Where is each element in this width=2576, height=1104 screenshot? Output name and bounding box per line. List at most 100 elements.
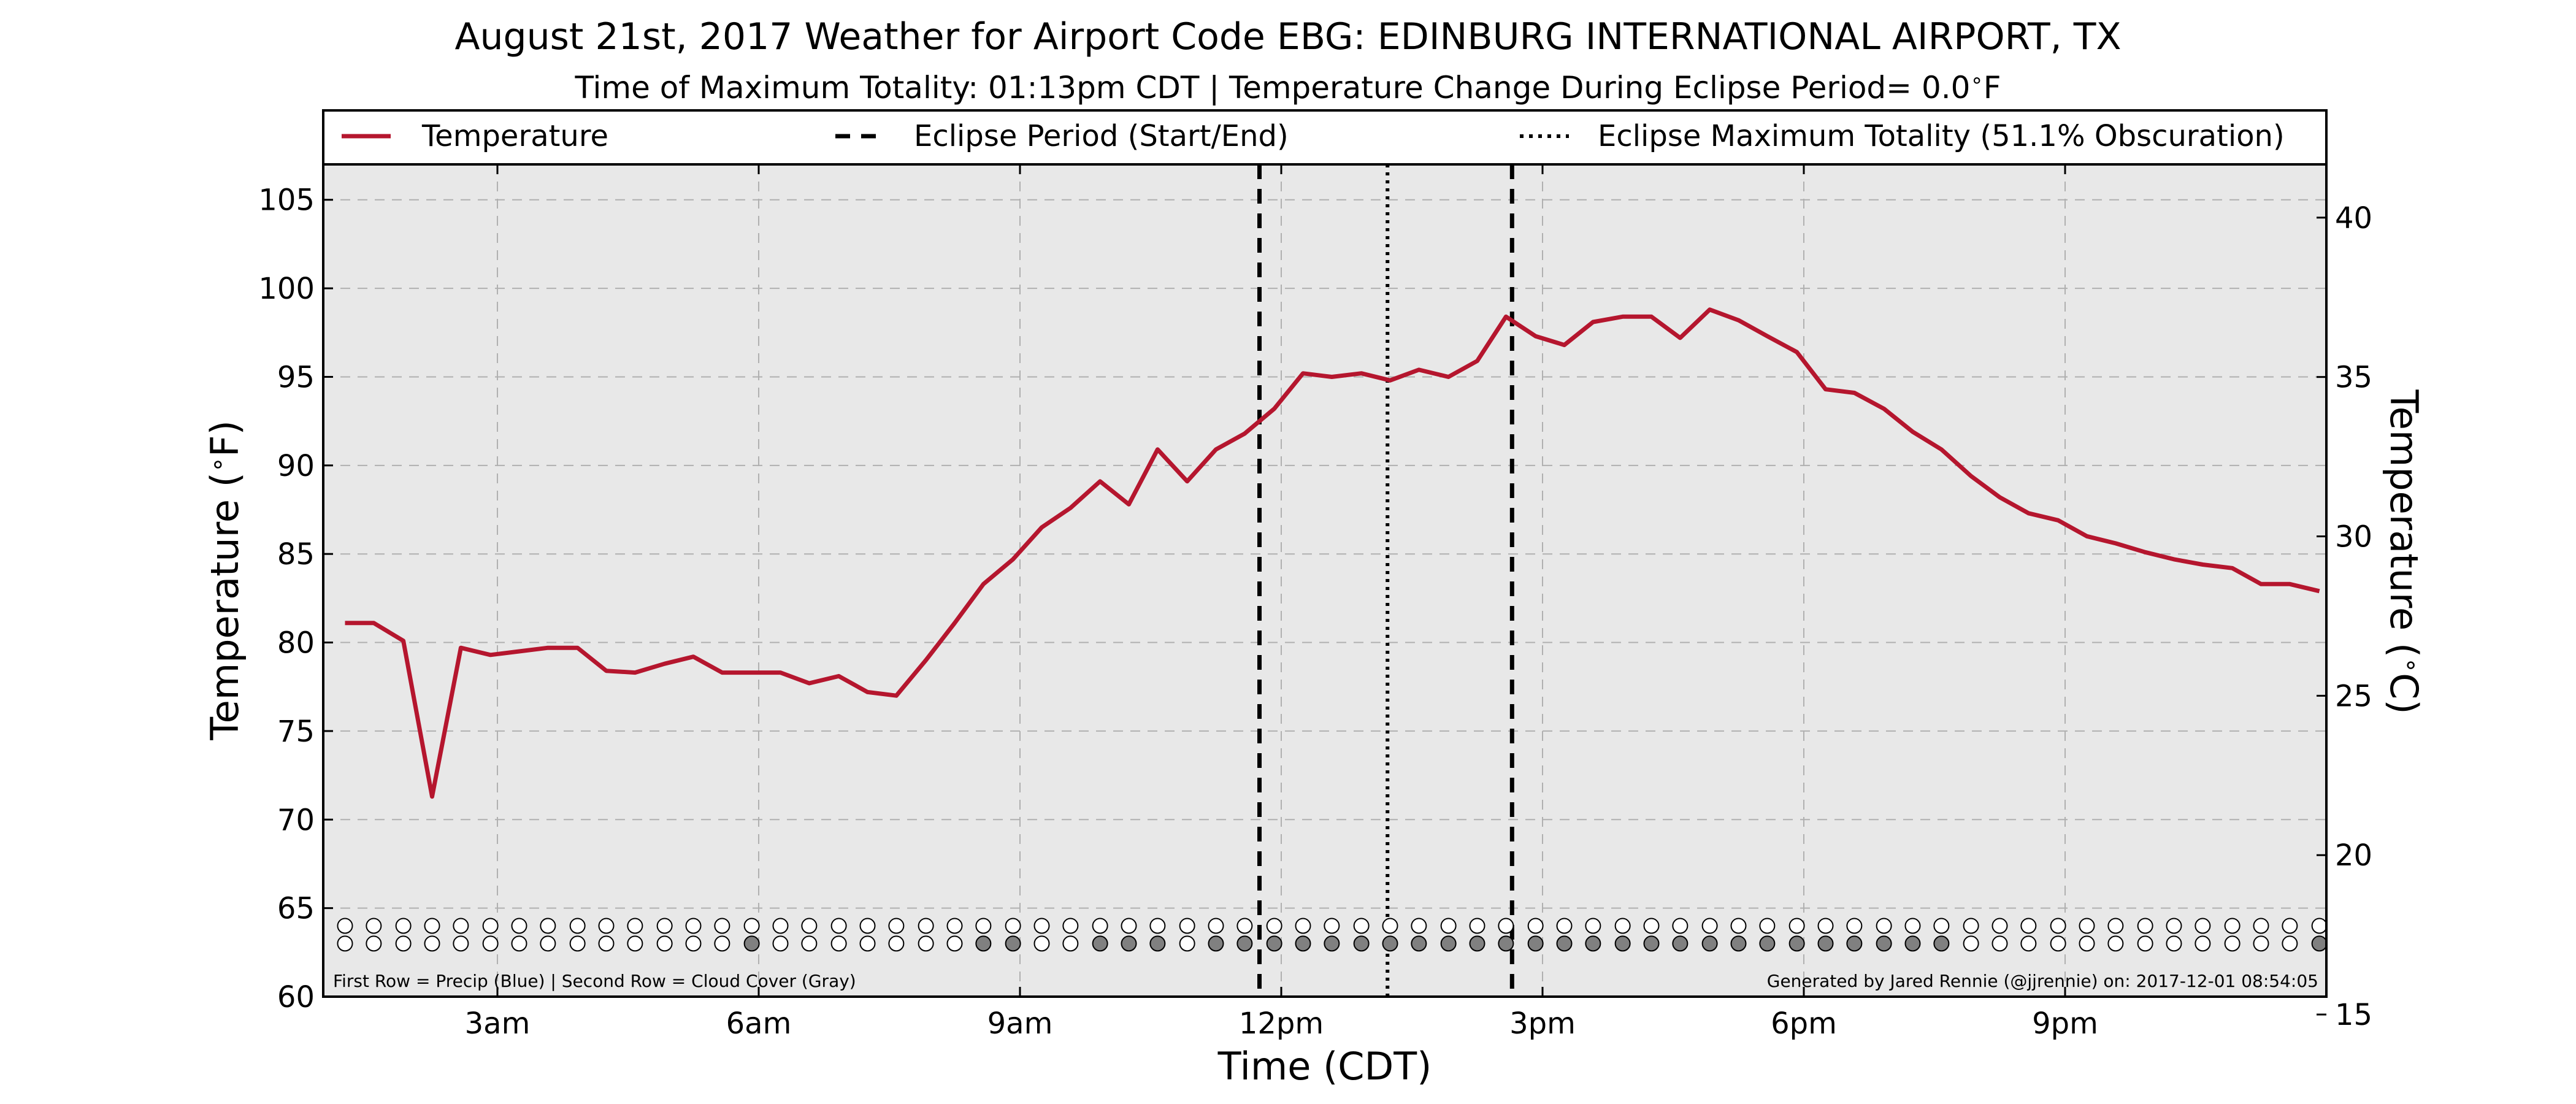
precip-marker-21: [946, 918, 963, 934]
y-tick-label-left-8: 100: [258, 272, 315, 306]
precip-marker-22: [975, 918, 992, 934]
precip-marker-46: [1672, 918, 1689, 934]
cloud-marker-50: [1788, 935, 1805, 952]
legend-label-eclipse-max: Eclipse Maximum Totality (51.1% Obscurat…: [1598, 119, 2285, 153]
precip-marker-25: [1062, 918, 1079, 934]
cloud-marker-21: [946, 935, 963, 952]
precip-marker-47: [1701, 918, 1718, 934]
precip-marker-33: [1295, 918, 1311, 934]
cloud-marker-65: [2224, 935, 2241, 952]
cloud-marker-61: [2107, 935, 2124, 952]
precip-marker-35: [1353, 918, 1370, 934]
precip-marker-24: [1033, 918, 1050, 934]
cloud-marker-59: [2050, 935, 2066, 952]
cloud-marker-34: [1324, 935, 1340, 952]
y-axis-label-right: Temperature (∘C): [2382, 389, 2426, 714]
precip-marker-5: [482, 918, 499, 934]
cloud-marker-9: [598, 935, 615, 952]
precip-marker-7: [540, 918, 556, 934]
cloud-marker-24: [1033, 935, 1050, 952]
precip-marker-30: [1208, 918, 1224, 934]
precip-marker-34: [1324, 918, 1340, 934]
y-label-left-text: Temperature (: [202, 472, 247, 741]
y-label-left-unit: F): [202, 420, 247, 457]
cloud-marker-58: [2020, 935, 2037, 952]
cloud-marker-67: [2282, 935, 2298, 952]
y-tick-label-right-5: 40: [2335, 201, 2372, 236]
cloud-marker-54: [1904, 935, 1921, 952]
cloud-marker-44: [1614, 935, 1631, 952]
cloud-marker-48: [1730, 935, 1747, 952]
precip-marker-54: [1904, 918, 1921, 934]
cloud-marker-47: [1701, 935, 1718, 952]
cloud-marker-40: [1498, 935, 1514, 952]
cloud-marker-29: [1179, 935, 1195, 952]
y-label-right-degree: ∘: [2397, 657, 2425, 673]
precip-marker-29: [1179, 918, 1195, 934]
cloud-marker-57: [1991, 935, 2008, 952]
x-tick-label-4: 3pm: [1509, 1006, 1576, 1041]
cloud-marker-60: [2079, 935, 2095, 952]
precip-marker-42: [1556, 918, 1573, 934]
x-tick-label-6: 9pm: [2032, 1006, 2098, 1041]
precip-marker-38: [1440, 918, 1457, 934]
precip-marker-59: [2050, 918, 2066, 934]
y-tick-label-left-6: 90: [277, 449, 315, 483]
precip-marker-56: [1963, 918, 1979, 934]
legend: Temperature Eclipse Period (Start/End) E…: [322, 109, 2328, 166]
precip-marker-36: [1382, 918, 1398, 934]
cloud-marker-3: [424, 935, 440, 952]
precip-marker-23: [1005, 918, 1021, 934]
precip-marker-17: [830, 918, 847, 934]
subtitle-degree: ∘: [1970, 68, 1983, 93]
precip-marker-2: [395, 918, 412, 934]
chart-title: August 21st, 2017 Weather for Airport Co…: [454, 15, 2121, 58]
annotation-generated-by: Generated by Jared Rennie (@jjrennie) on…: [1767, 971, 2318, 991]
cloud-marker-18: [859, 935, 876, 952]
cloud-marker-12: [685, 935, 702, 952]
subtitle-unit: F: [1984, 70, 2001, 105]
y-tick-label-right-3: 30: [2335, 520, 2372, 554]
precip-marker-12: [685, 918, 702, 934]
precip-marker-63: [2166, 918, 2182, 934]
y-label-right-text: Temperature (: [2382, 389, 2426, 657]
precip-marker-53: [1876, 918, 1892, 934]
precip-marker-13: [714, 918, 730, 934]
cloud-marker-35: [1353, 935, 1370, 952]
cloud-marker-8: [569, 935, 586, 952]
x-tick-label-1: 6am: [726, 1006, 792, 1041]
cloud-marker-16: [801, 935, 818, 952]
cloud-marker-46: [1672, 935, 1689, 952]
precip-marker-9: [598, 918, 615, 934]
y-tick-label-right-0: 15: [2335, 998, 2372, 1032]
chart-subtitle-text: Time of Maximum Totality: 01:13pm CDT | …: [574, 70, 1970, 105]
precip-marker-57: [1991, 918, 2008, 934]
x-tick-label-0: 3am: [465, 1006, 531, 1041]
cloud-marker-55: [1933, 935, 1950, 952]
cloud-marker-5: [482, 935, 499, 952]
cloud-marker-30: [1208, 935, 1224, 952]
y-tick-label-left-1: 65: [277, 892, 315, 926]
precip-marker-52: [1846, 918, 1863, 934]
plot-frame: [322, 163, 2328, 998]
cloud-marker-31: [1236, 935, 1253, 952]
precip-marker-26: [1092, 918, 1108, 934]
cloud-marker-10: [627, 935, 643, 952]
precip-marker-68: [2311, 918, 2328, 934]
cloud-marker-53: [1876, 935, 1892, 952]
x-axis-label: Time (CDT): [1217, 1044, 1432, 1089]
cloud-marker-63: [2166, 935, 2182, 952]
precip-marker-48: [1730, 918, 1747, 934]
cloud-marker-19: [888, 935, 905, 952]
precip-marker-45: [1643, 918, 1660, 934]
precip-marker-44: [1614, 918, 1631, 934]
cloud-marker-56: [1963, 935, 1979, 952]
precip-marker-10: [627, 918, 643, 934]
cloud-marker-32: [1266, 935, 1282, 952]
precip-marker-41: [1527, 918, 1544, 934]
y-axis-right: 15 20 25 30 35 40: [2317, 201, 2372, 1032]
temperature-line: [345, 307, 2320, 799]
y-tick-label-left-4: 80: [277, 626, 315, 661]
cloud-marker-7: [540, 935, 556, 952]
precip-marker-61: [2107, 918, 2124, 934]
